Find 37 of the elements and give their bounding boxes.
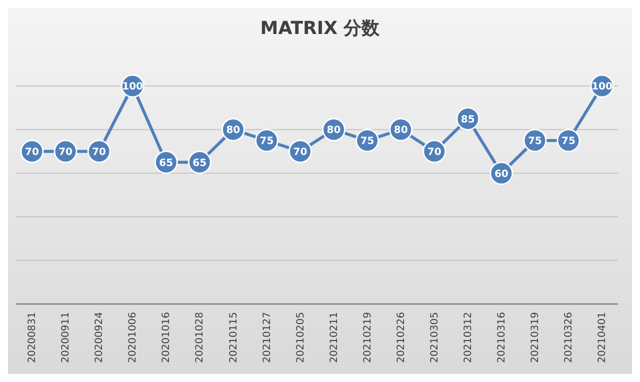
data-label: 70 (58, 146, 73, 158)
x-tick-label: 20200831 (27, 312, 38, 363)
x-tick-label: 20210401 (597, 312, 608, 363)
data-label: 70 (92, 146, 106, 158)
x-tick-label: 20200924 (94, 312, 106, 363)
x-tick-label: 20201016 (161, 312, 172, 363)
x-tick-label: 20200911 (60, 312, 72, 363)
data-label: 75 (360, 136, 374, 148)
x-tick-label: 20210305 (429, 312, 440, 363)
x-tick-label: 20210205 (295, 312, 306, 363)
data-label: 100 (122, 82, 144, 93)
x-tick-label: 20210312 (462, 312, 474, 363)
data-label: 75 (528, 136, 542, 148)
data-label: 80 (394, 125, 408, 136)
x-tick-label: 20210326 (564, 312, 575, 363)
data-label: 80 (326, 125, 341, 136)
x-tick-label: 20210127 (262, 312, 273, 363)
x-tick-label: 20210115 (228, 312, 240, 363)
data-label: 60 (494, 168, 508, 180)
x-tick-label: 20210219 (362, 312, 374, 363)
data-label: 65 (159, 158, 174, 169)
data-label: 70 (293, 146, 308, 158)
x-tick-label: 20210316 (496, 312, 508, 363)
x-tick-label: 20210226 (396, 312, 407, 363)
data-label: 75 (562, 136, 576, 148)
x-tick-label: 20201028 (194, 312, 206, 363)
data-label: 75 (260, 136, 274, 148)
data-label: 65 (192, 158, 207, 169)
x-tick-label: 20201006 (128, 312, 139, 363)
data-label: 85 (460, 114, 475, 126)
data-label: 100 (592, 82, 612, 93)
chart-title: MATRIX 分数 (259, 17, 381, 41)
data-label: 80 (226, 125, 240, 136)
data-label: 70 (25, 146, 39, 158)
x-tick-label: 20210211 (328, 312, 340, 363)
x-tick-label: 20210319 (530, 312, 542, 363)
data-label: 70 (427, 146, 442, 158)
